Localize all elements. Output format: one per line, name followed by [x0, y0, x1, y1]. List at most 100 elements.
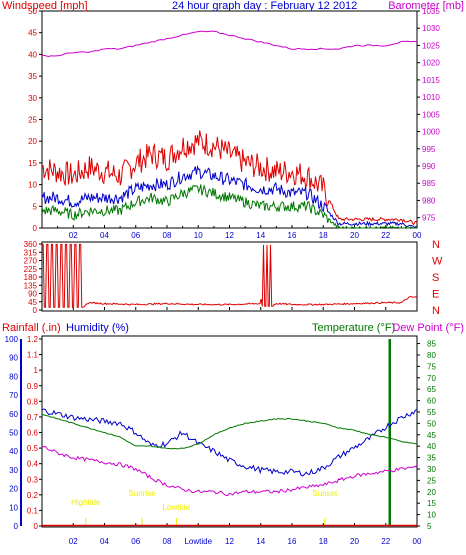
direction-tick-label: 225 — [24, 265, 38, 274]
humidity-tick-label: 60 — [9, 410, 18, 419]
temp-tick-label: 60 — [427, 397, 436, 406]
wind-tick-label: 0 — [33, 224, 38, 233]
x-tick-label: 18 — [319, 231, 328, 240]
x-tick-label: 14 — [256, 231, 265, 240]
series-dew-point — [42, 445, 418, 497]
wind-series-average — [41, 164, 418, 229]
rain-tick-label: 0 — [34, 522, 39, 531]
temperature-axis-title: Temperature (°F) — [312, 322, 395, 334]
wind-tick-label: 10 — [28, 181, 37, 190]
x-tick-label: 16 — [288, 537, 297, 546]
temp-panel-frame — [41, 335, 418, 528]
windspeed-axis-title: Windspeed [mph] — [2, 0, 88, 12]
dewpoint-axis-title: Dew Point (°F) — [392, 322, 464, 334]
rain-tick-label: 1 — [34, 366, 39, 375]
humidity-tick-label: 90 — [9, 354, 18, 363]
x-tick-label: 10 — [194, 231, 203, 240]
direction-tick-label: 0 — [33, 306, 38, 315]
x-tick-label: 22 — [381, 231, 390, 240]
direction-panel-frame — [41, 241, 418, 312]
barometer-series — [41, 30, 418, 58]
x-tick-label: 08 — [163, 231, 172, 240]
wind-series-gust — [41, 130, 418, 226]
temp-tick-label: 45 — [427, 431, 436, 440]
baro-tick-label: 1005 — [422, 110, 440, 119]
baro-tick-label: 975 — [422, 214, 436, 223]
compass-label: S — [432, 272, 439, 284]
annotation-label: Hightide — [71, 498, 101, 507]
rain-tick-label: 1.2 — [27, 335, 39, 344]
temp-tick-label: 5 — [427, 522, 432, 531]
baro-tick-label: 1015 — [422, 76, 440, 85]
temp-tick-label: 40 — [427, 442, 436, 451]
direction-tick-label: 90 — [28, 290, 37, 299]
temp-tick-label: 65 — [427, 385, 436, 394]
wind-direction-series — [42, 243, 418, 308]
series-humidity — [41, 408, 418, 477]
wind-tick-label: 5 — [33, 202, 38, 211]
x-tick-label: 00 — [413, 537, 422, 546]
humidity-tick-label: 80 — [9, 372, 18, 381]
wind-tick-label: 50 — [28, 7, 37, 16]
rain-tick-label: 0.3 — [27, 475, 39, 484]
wind-tick-label: 40 — [28, 50, 37, 59]
rain-tick-label: 0.2 — [27, 491, 39, 500]
temp-tick-label: 25 — [427, 476, 436, 485]
rain-tick-label: 0.6 — [27, 429, 39, 438]
x-tick-label: 20 — [350, 537, 359, 546]
baro-tick-label: 995 — [422, 145, 436, 154]
rain-tick-label: 0.7 — [27, 413, 39, 422]
x-tick-label: 04 — [100, 231, 109, 240]
baro-tick-label: 1010 — [422, 93, 440, 102]
rain-tick-label: 0.5 — [27, 444, 39, 453]
humidity-tick-label: 40 — [9, 447, 18, 456]
compass-label: N — [432, 239, 440, 251]
direction-tick-label: 180 — [24, 273, 38, 282]
x-tick-label: 12 — [225, 537, 234, 546]
baro-tick-label: 1000 — [422, 128, 440, 137]
direction-tick-label: 135 — [24, 281, 38, 290]
humidity-tick-label: 10 — [9, 503, 18, 512]
x-tick-label: 04 — [100, 537, 109, 546]
temp-tick-label: 10 — [427, 511, 436, 520]
wind-tick-label: 20 — [28, 137, 37, 146]
humidity-axis-title: Humidity (%) — [66, 322, 129, 334]
annotation-label: Lowtide — [163, 503, 191, 512]
graph-title: 24 hour graph day : February 12 2012 — [172, 0, 357, 12]
baro-tick-label: 1020 — [422, 59, 440, 68]
x-tick-label: 00 — [413, 231, 422, 240]
x-tick-label: 20 — [350, 231, 359, 240]
x-tick-label: 02 — [69, 231, 78, 240]
wind-tick-label: 45 — [28, 29, 37, 38]
humidity-tick-label: 20 — [9, 485, 18, 494]
direction-tick-label: 45 — [28, 298, 37, 307]
x-tick-label: 06 — [131, 537, 140, 546]
temp-tick-label: 75 — [427, 362, 436, 371]
x-tick-label: 16 — [288, 231, 297, 240]
compass-label: N — [432, 305, 440, 317]
direction-tick-label: 315 — [24, 248, 38, 257]
temp-tick-label: 85 — [427, 340, 436, 349]
baro-tick-label: 980 — [422, 196, 436, 205]
humidity-tick-label: 30 — [9, 466, 18, 475]
temp-tick-label: 70 — [427, 374, 436, 383]
humidity-tick-label: 70 — [9, 391, 18, 400]
wind-tick-label: 35 — [28, 72, 37, 81]
rain-tick-label: 0.4 — [27, 460, 39, 469]
humidity-tick-label: 0 — [14, 522, 19, 531]
x-tick-label: 06 — [131, 231, 140, 240]
baro-tick-label: 1035 — [422, 7, 440, 16]
x-tick-label: Lowtide — [184, 537, 212, 546]
temp-tick-label: 80 — [427, 351, 436, 360]
temp-tick-label: 35 — [427, 454, 436, 463]
x-tick-label: 08 — [163, 537, 172, 546]
annotation-label: Sunrise — [128, 489, 156, 498]
baro-tick-label: 1030 — [422, 24, 440, 33]
baro-tick-label: 990 — [422, 162, 436, 171]
x-tick-label: 22 — [381, 537, 390, 546]
baro-tick-label: 1025 — [422, 41, 440, 50]
humidity-tick-label: 50 — [9, 429, 18, 438]
barometer-axis-title: Barometer [mb] — [388, 0, 464, 12]
